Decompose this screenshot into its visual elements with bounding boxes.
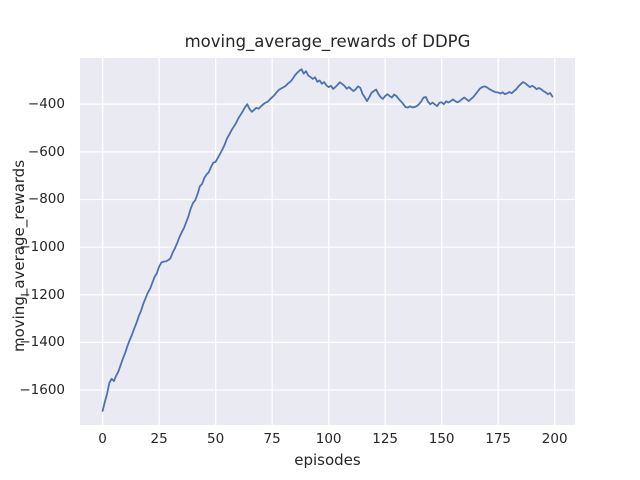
y-tick-label: −1400	[19, 334, 65, 351]
reward-line	[101, 68, 554, 412]
x-tick-label: 125	[372, 431, 399, 447]
x-tick-label: 0	[98, 431, 107, 447]
y-tick-label: −400	[27, 96, 65, 113]
x-tick-label: 150	[428, 431, 455, 447]
y-tick-label: −1600	[19, 381, 65, 398]
x-tick-label: 100	[315, 431, 342, 447]
x-tick-label: 50	[207, 431, 225, 447]
y-tick-label: −1200	[19, 286, 65, 303]
y-tick-label: −800	[27, 191, 65, 208]
chart-title: moving_average_rewards of DDPG	[184, 32, 471, 51]
x-tick-label: 175	[485, 431, 512, 447]
x-tick-label: 200	[541, 431, 568, 447]
axes-background	[80, 58, 575, 425]
x-tick-label: 75	[263, 431, 281, 447]
y-tick-label: −600	[27, 143, 65, 160]
x-tick-label: 25	[150, 431, 168, 447]
y-tick-label: −1000	[19, 239, 65, 256]
x-axis-label: episodes	[294, 451, 361, 469]
